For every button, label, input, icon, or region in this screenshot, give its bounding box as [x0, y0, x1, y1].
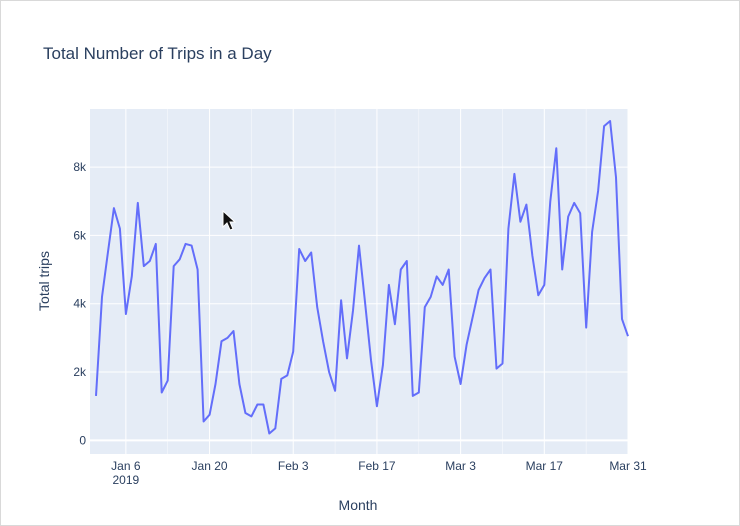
y-tick-label: 6k: [73, 228, 87, 242]
x-tick-label: Mar 3: [445, 459, 476, 473]
plot-area: [90, 109, 628, 454]
y-tick-label: 2k: [73, 365, 87, 379]
y-tick-label: 8k: [73, 160, 87, 174]
x-tick-label: Mar 31: [609, 459, 647, 473]
y-tick-label: 0: [79, 433, 86, 447]
x-tick-label: Jan 20: [192, 459, 228, 473]
y-axis-title: Total trips: [36, 251, 52, 311]
x-tick-year-label: 2019: [113, 473, 140, 487]
chart-title: Total Number of Trips in a Day: [43, 44, 272, 63]
x-axis-title: Month: [339, 497, 378, 513]
x-tick-label: Feb 17: [358, 459, 396, 473]
plot-background: [90, 109, 628, 454]
x-tick-label: Jan 6: [111, 459, 141, 473]
x-tick-label: Mar 17: [526, 459, 564, 473]
y-tick-label: 4k: [73, 297, 87, 311]
y-axis-ticks: 0 2k 4k 6k 8k: [73, 160, 87, 447]
x-tick-label: Feb 3: [278, 459, 309, 473]
